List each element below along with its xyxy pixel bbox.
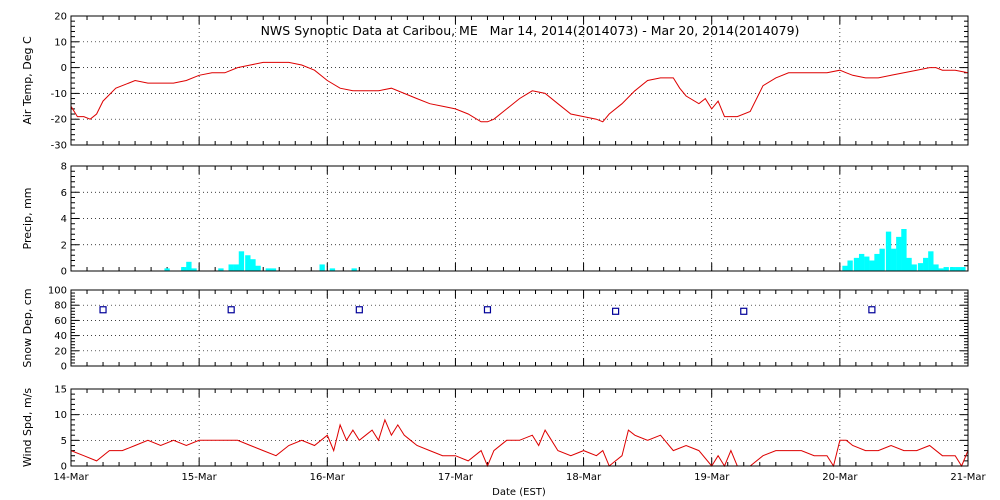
precip-bar (879, 248, 885, 271)
y-tick-label: 10 (54, 410, 67, 421)
x-axis-label: Date (EST) (492, 487, 546, 498)
precip-bar (329, 268, 336, 271)
y-tick-label: 2 (61, 240, 67, 251)
x-tick-label: 19-Mar (694, 472, 730, 483)
x-tick-label: 15-Mar (182, 472, 218, 483)
precip-bar (233, 264, 239, 271)
y-tick-label: 20 (54, 12, 67, 23)
precip-bar (943, 267, 949, 271)
precip-bar (874, 253, 880, 271)
y-tick-label: 0 (61, 362, 67, 373)
chart-title: NWS Synoptic Data at Caribou, ME Mar 14,… (261, 23, 800, 38)
x-tick-label: 17-Mar (438, 472, 474, 483)
precip-bar (923, 257, 929, 271)
precip-bar (960, 267, 966, 271)
precip-bar (218, 268, 224, 271)
precip-bar (319, 264, 325, 271)
precip-bar (250, 259, 256, 271)
panel-frame (70, 289, 969, 367)
snow-depth-point (612, 307, 620, 315)
precip-bar (351, 268, 357, 271)
x-tick-label: 20-Mar (822, 472, 858, 483)
precip-bar (891, 248, 897, 271)
precip-bar (853, 257, 860, 271)
y-tick-label: 20 (54, 346, 67, 357)
y-tick-label: -20 (51, 115, 67, 126)
y-tick-label: -30 (51, 141, 67, 152)
y-tick-label: 0 (61, 63, 67, 74)
snow-depth-point (868, 306, 876, 314)
precip-panel: 0 2 4 6 8 Precip, mm (21, 162, 969, 278)
y-tick-label: 8 (61, 162, 67, 173)
precip-bar (255, 265, 261, 271)
precip-bar (238, 251, 245, 271)
x-tick-label: 18-Mar (566, 472, 602, 483)
precip-bar (181, 267, 187, 271)
y-tick-label: 60 (54, 316, 67, 327)
x-tick-label: 14-Mar (53, 472, 89, 483)
wind-speed-panel: 0 5 10 15 Wind Spd, m/s (21, 385, 969, 473)
snow-depth-point (740, 307, 748, 315)
air-temp-panel: -30 -20 -10 0 10 20 Air Temp, Deg C (21, 12, 969, 152)
precip-bar (928, 251, 934, 271)
precip-bar (270, 268, 277, 271)
precip-bar (228, 264, 234, 271)
precip-bar (906, 257, 912, 271)
precip-bar (869, 260, 875, 271)
precip-bar (911, 264, 917, 271)
precip-bar (265, 268, 272, 271)
y-tick-label: 100 (48, 286, 67, 297)
snow-depth-point (227, 306, 235, 314)
panel-frame (70, 15, 969, 146)
precip-bar (847, 260, 853, 271)
snow-depth-panel: 0 20 40 60 80 100 Snow Dep, cm (21, 286, 969, 373)
precip-bar (191, 268, 197, 271)
y-axis-label: Wind Spd, m/s (21, 388, 34, 468)
snow-depth-point (99, 306, 107, 314)
precip-bar (842, 265, 848, 271)
wind-speed-series-line (70, 418, 969, 468)
precip-bar (864, 256, 870, 271)
y-axis-label: Air Temp, Deg C (21, 36, 34, 125)
y-axis-label: Snow Dep, cm (21, 288, 34, 367)
precip-bar (858, 253, 865, 271)
panel-frame (70, 388, 969, 467)
y-tick-label: 4 (61, 214, 67, 225)
y-tick-label: 0 (61, 462, 67, 473)
y-tick-label: 80 (54, 301, 67, 312)
precip-bar (949, 267, 956, 271)
y-tick-label: 6 (61, 188, 67, 199)
x-tick-label: 21-Mar (950, 472, 986, 483)
snow-depth-point (483, 306, 492, 314)
precip-bar (245, 255, 251, 271)
precip-bar (885, 231, 892, 271)
precip-bar (896, 236, 902, 271)
precip-bar (955, 267, 961, 271)
y-axis-label: Precip, mm (21, 188, 34, 250)
precip-bar (938, 268, 944, 271)
y-tick-label: 0 (61, 267, 67, 278)
x-tick-label: 16-Mar (310, 472, 346, 483)
air-temp-series-line (70, 61, 969, 123)
y-tick-label: 40 (54, 331, 67, 342)
snow-depth-point (355, 306, 363, 314)
y-tick-label: 10 (54, 37, 67, 48)
y-tick-label: -10 (51, 89, 67, 100)
precip-bar (901, 229, 907, 271)
precip-bar (917, 263, 924, 271)
panel-frame (70, 165, 969, 272)
y-tick-label: 5 (61, 436, 67, 447)
precip-bar (164, 268, 170, 271)
precip-bar (933, 264, 939, 271)
y-tick-label: 15 (54, 385, 67, 396)
precip-bar (186, 261, 192, 271)
